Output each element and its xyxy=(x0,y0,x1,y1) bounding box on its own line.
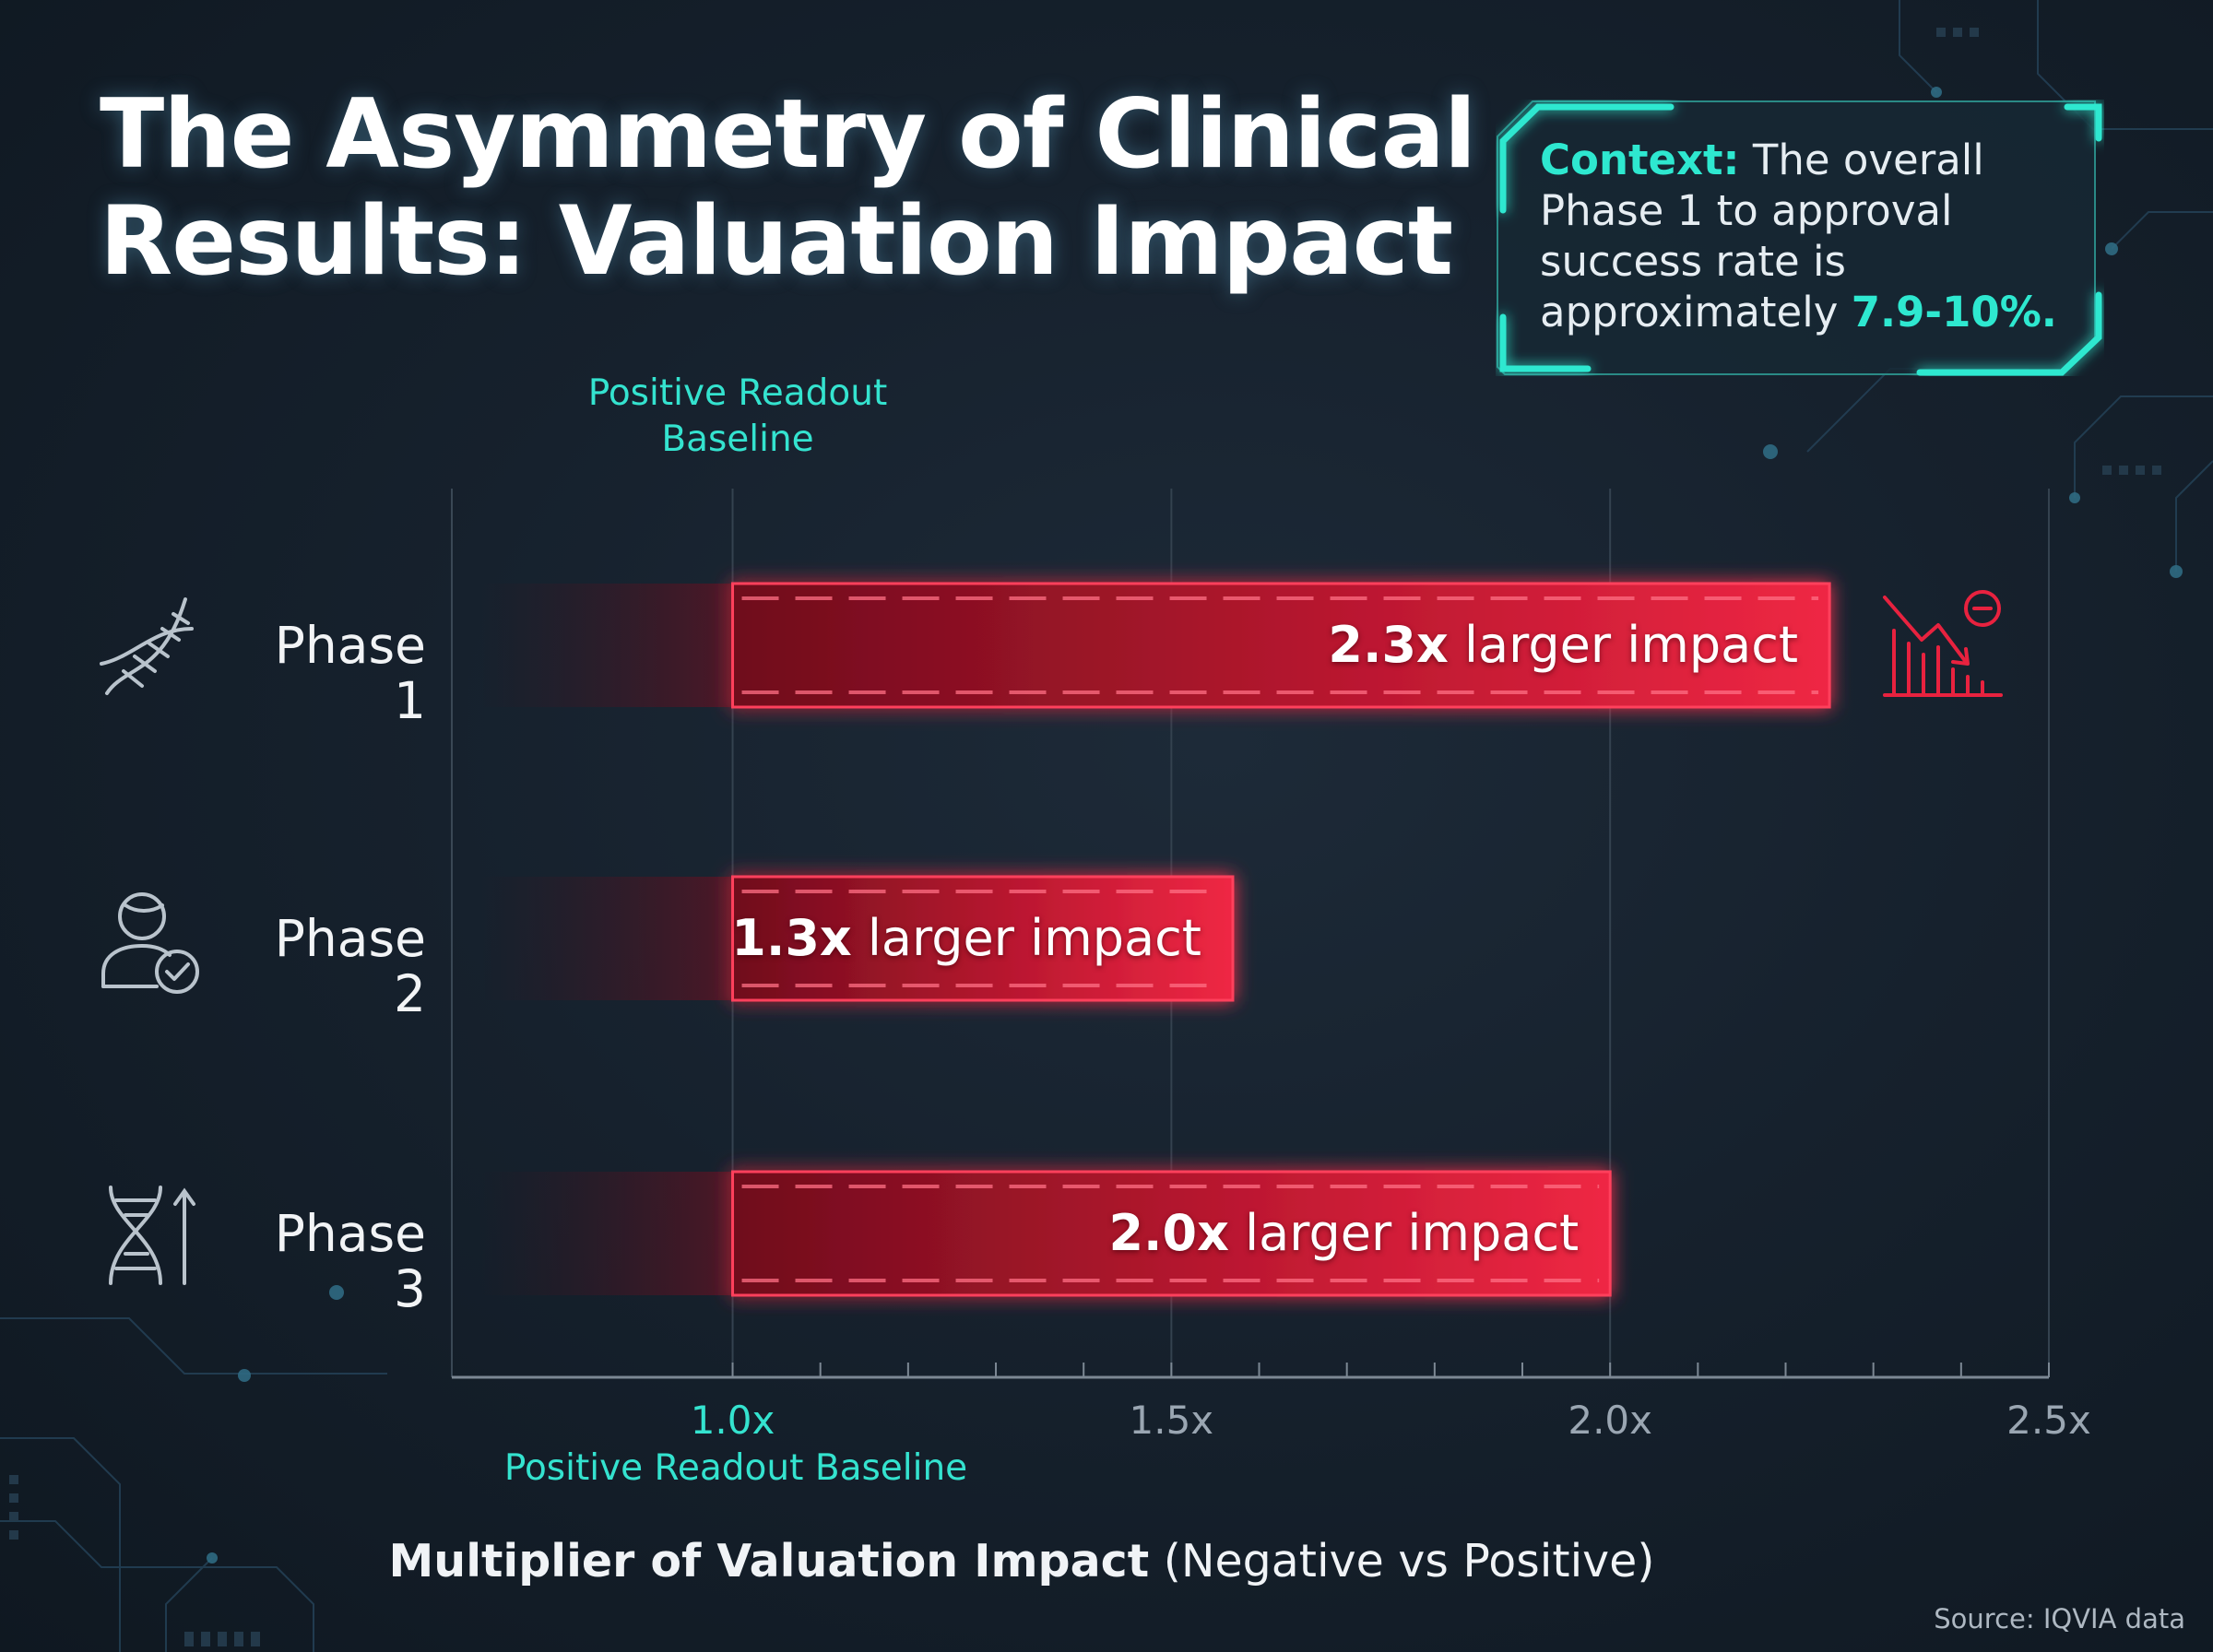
context-body: The overall Phase 1 to approval success … xyxy=(1540,136,1984,336)
x-axis-title-rest: (Negative vs Positive) xyxy=(1149,1535,1655,1587)
context-callout: Context: The overall Phase 1 to approval… xyxy=(1496,100,2104,376)
context-highlight: 7.9-10%. xyxy=(1851,288,2057,336)
x-tick-label-3: 2.0x xyxy=(1568,1398,1652,1443)
bar-suffix-2: larger impact xyxy=(851,909,1201,967)
user-check-icon xyxy=(101,892,199,994)
dna-icon xyxy=(100,597,194,695)
bar-suffix-1: larger impact xyxy=(1448,616,1799,674)
x-axis xyxy=(452,1363,2050,1379)
x-axis-title-bold: Multiplier of Valuation Impact xyxy=(388,1535,1150,1587)
context-label: Context: xyxy=(1540,136,1740,184)
bar-value-2: 1.3x xyxy=(731,909,852,967)
bar-value-3: 2.0x xyxy=(1108,1204,1229,1262)
bar-value-1: 2.3x xyxy=(1328,616,1449,674)
bar-2 xyxy=(731,875,1235,1002)
source-note: Source: IQVIA data xyxy=(1934,1603,2185,1634)
bar-3 xyxy=(731,1170,1612,1297)
phase-label-1: Phase 1 xyxy=(274,616,426,730)
title-line-2: Results: Valuation Impact xyxy=(100,186,1453,297)
x-tick-label-4: 2.5x xyxy=(2006,1398,2091,1443)
baseline-label-top: Positive Readout Baseline xyxy=(587,372,888,460)
phase-label-3: Phase 3 xyxy=(274,1204,426,1318)
bar-label-1: 2.3x larger impact xyxy=(1328,618,1798,673)
x-axis-title: Multiplier of Valuation Impact (Negative… xyxy=(339,1534,1704,1589)
bars xyxy=(479,582,1831,1297)
bar-label-3: 2.0x larger impact xyxy=(1108,1206,1579,1261)
context-text: Context: The overall Phase 1 to approval… xyxy=(1540,135,2093,337)
phase-label-2: Phase 2 xyxy=(274,909,426,1023)
x-tick-label-1: 1.0x xyxy=(690,1398,775,1443)
x-tick-label-2: 1.5x xyxy=(1129,1398,1214,1443)
ghost-bar-2 xyxy=(479,877,733,1000)
title-line-1: The Asymmetry of Clinical xyxy=(100,79,1476,190)
ghost-bar-3 xyxy=(479,1172,733,1295)
chart-decline-icon xyxy=(1883,590,2003,697)
baseline-label-bottom: Positive Readout Baseline xyxy=(503,1447,968,1489)
bar-suffix-3: larger impact xyxy=(1228,1204,1580,1262)
page-title: The Asymmetry of Clinical Results: Valua… xyxy=(100,79,1476,297)
ghost-bar-1 xyxy=(479,584,733,707)
bar-label-2: 1.3x larger impact xyxy=(731,911,1201,966)
dna-arrow-up-icon xyxy=(109,1186,195,1285)
context-callout-frame xyxy=(1497,100,2102,376)
